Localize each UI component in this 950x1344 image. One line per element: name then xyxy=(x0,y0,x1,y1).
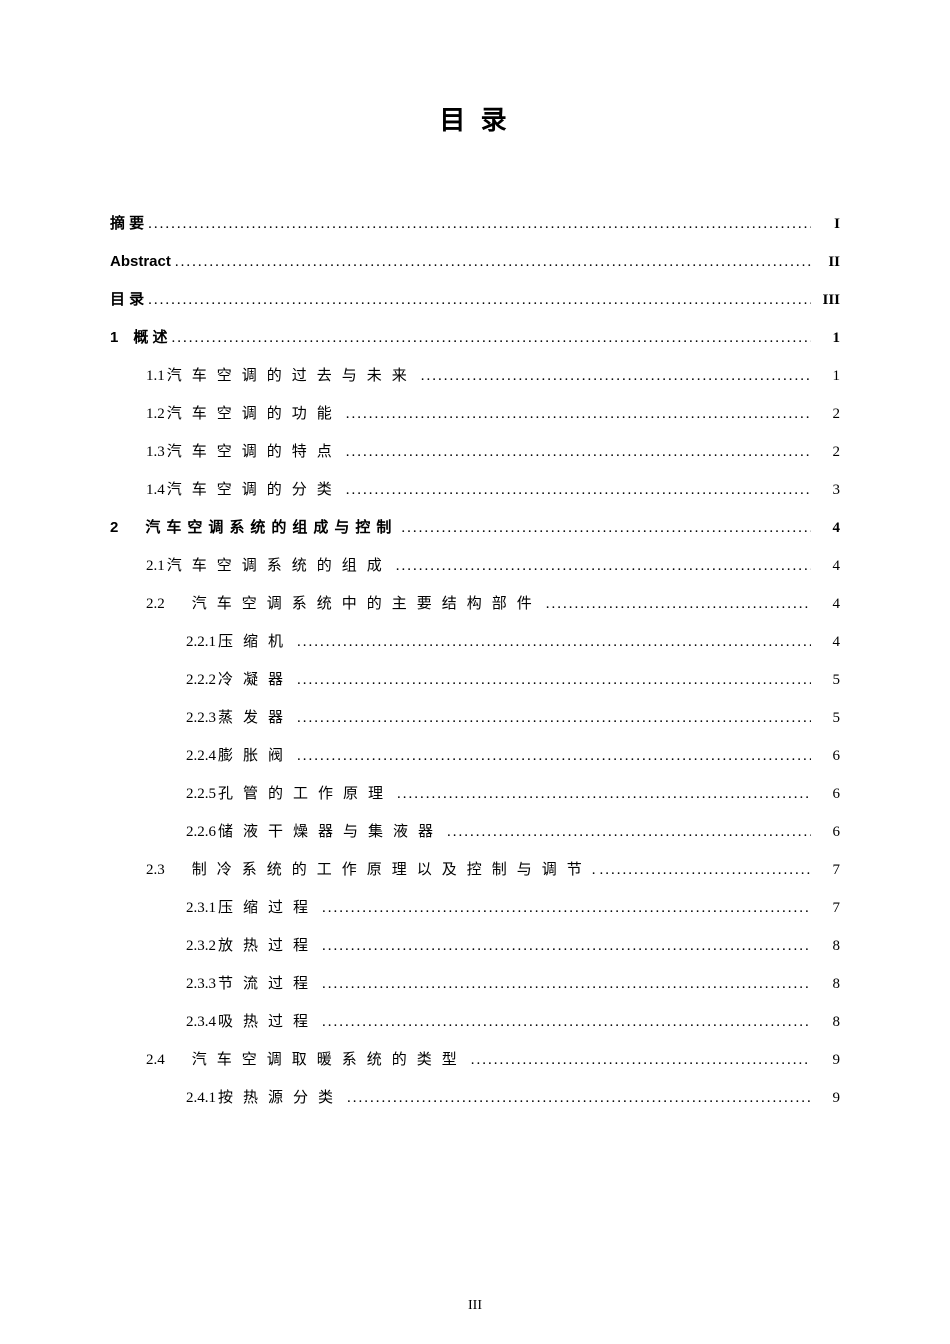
toc-leader xyxy=(297,668,811,692)
toc-label: 2.3.2放热过程 xyxy=(186,934,318,958)
toc-label: 2.2.5孔管的工作原理 xyxy=(186,782,393,806)
toc-page: 9 xyxy=(815,1086,840,1110)
toc-entry: 摘 要I xyxy=(110,212,840,236)
toc-page: 4 xyxy=(815,592,840,616)
toc-entry: 1 概 述 1 xyxy=(110,326,840,350)
toc-entry: 2.1汽车空调系统的组成 4 xyxy=(110,554,840,578)
toc-leader xyxy=(346,440,811,464)
toc-label: 2.2.1压缩机 xyxy=(186,630,293,654)
toc-page: 1 xyxy=(815,326,840,350)
toc-page: II xyxy=(815,250,840,274)
toc-entry: 2.3 制冷系统的工作原理以及控制与调节. 7 xyxy=(110,858,840,882)
toc-entry: 2.3.1压缩过程 7 xyxy=(110,896,840,920)
toc-page: 9 xyxy=(815,1048,840,1072)
toc-label: 2.2.2冷凝器 xyxy=(186,668,293,692)
toc-page: 6 xyxy=(815,744,840,768)
toc-leader xyxy=(322,934,811,958)
toc-label: 2.3.3节流过程 xyxy=(186,972,318,996)
toc-label: 2.4.1按热源分类 xyxy=(186,1086,343,1110)
toc-label: 1 概 述 xyxy=(110,326,168,350)
toc-leader xyxy=(297,706,811,730)
toc-label: 2.2 汽车空调系统中的主要结构部件 xyxy=(146,592,542,616)
toc-page: 8 xyxy=(815,1010,840,1034)
toc-page: 4 xyxy=(815,516,840,540)
toc-label: 摘 要 xyxy=(110,212,144,236)
toc-leader xyxy=(175,250,811,274)
toc-page: 2 xyxy=(815,440,840,464)
toc-label: 2.2.3蒸发器 xyxy=(186,706,293,730)
toc-leader xyxy=(546,592,811,616)
toc-label: 1.3汽车空调的特点 xyxy=(146,440,342,464)
toc-page: 6 xyxy=(815,782,840,806)
toc-leader xyxy=(346,478,811,502)
toc-page: III xyxy=(815,288,840,312)
toc-leader xyxy=(322,972,811,996)
toc-entry: 2.2.3蒸发器 5 xyxy=(110,706,840,730)
toc-leader xyxy=(347,1086,811,1110)
toc-entry: 2.3.2放热过程 8 xyxy=(110,934,840,958)
toc-leader xyxy=(447,820,811,844)
toc-entry: 2.3.3节流过程 8 xyxy=(110,972,840,996)
toc-entry: 2.2.4膨胀阀 6 xyxy=(110,744,840,768)
toc-label: 2.3.4吸热过程 xyxy=(186,1010,318,1034)
toc-label: 2.2.4膨胀阀 xyxy=(186,744,293,768)
toc-entry: 2.2.1压缩机 4 xyxy=(110,630,840,654)
toc-label: 1.2汽车空调的功能 xyxy=(146,402,342,426)
toc-label: 1.4汽车空调的分类 xyxy=(146,478,342,502)
toc-entry: 2 汽车空调系统的组成与控制 4 xyxy=(110,516,840,540)
toc-leader xyxy=(148,288,811,312)
toc-page: 7 xyxy=(815,896,840,920)
toc-label: 1.1汽车空调的过去与未来 xyxy=(146,364,417,388)
toc-label: Abstract xyxy=(110,250,171,274)
toc-entry: 1.2汽车空调的功能 2 xyxy=(110,402,840,426)
toc-page: 5 xyxy=(815,706,840,730)
toc-page: 2 xyxy=(815,402,840,426)
toc-entry: 2.2.6储液干燥器与集液器 6 xyxy=(110,820,840,844)
toc-entry: 1.1汽车空调的过去与未来 1 xyxy=(110,364,840,388)
toc-entry: 1.4汽车空调的分类 3 xyxy=(110,478,840,502)
toc-page: 3 xyxy=(815,478,840,502)
toc-label: 2 汽车空调系统的组成与控制 xyxy=(110,516,397,540)
toc-entry: 2.2.2冷凝器 5 xyxy=(110,668,840,692)
toc-entry: 目 录 III xyxy=(110,288,840,312)
toc-leader xyxy=(297,630,811,654)
toc-entry: 2.4 汽车空调取暖系统的类型 9 xyxy=(110,1048,840,1072)
toc-entry: 2.2 汽车空调系统中的主要结构部件 4 xyxy=(110,592,840,616)
toc-label: 2.3.1压缩过程 xyxy=(186,896,318,920)
toc-page: 4 xyxy=(815,630,840,654)
toc-leader xyxy=(397,782,811,806)
toc-page: I xyxy=(815,212,840,236)
toc-page: 4 xyxy=(815,554,840,578)
toc-label: 2.2.6储液干燥器与集液器 xyxy=(186,820,443,844)
toc-label: 2.1汽车空调系统的组成 xyxy=(146,554,392,578)
toc-leader xyxy=(421,364,811,388)
toc-leader xyxy=(401,516,811,540)
toc-label: 目 录 xyxy=(110,288,144,312)
page-number: III xyxy=(0,1298,950,1314)
toc-entry: 2.4.1按热源分类 9 xyxy=(110,1086,840,1110)
toc-label: 2.3 制冷系统的工作原理以及控制与调节. xyxy=(146,858,596,882)
toc-page: 7 xyxy=(815,858,840,882)
toc-page: 6 xyxy=(815,820,840,844)
toc-leader xyxy=(172,326,811,350)
toc-entry: Abstract II xyxy=(110,250,840,274)
toc-entry: 2.2.5孔管的工作原理 6 xyxy=(110,782,840,806)
toc-leader xyxy=(322,896,811,920)
toc-leader xyxy=(396,554,811,578)
toc-entry: 1.3汽车空调的特点 2 xyxy=(110,440,840,464)
toc-leader xyxy=(322,1010,811,1034)
toc-page: 1 xyxy=(815,364,840,388)
toc-leader xyxy=(148,212,811,236)
toc-leader xyxy=(346,402,811,426)
toc-title: 目 录 xyxy=(110,100,840,137)
toc-entry: 2.3.4吸热过程 8 xyxy=(110,1010,840,1034)
toc-page: 5 xyxy=(815,668,840,692)
toc-page: 8 xyxy=(815,972,840,996)
toc-leader xyxy=(297,744,811,768)
toc-page: 8 xyxy=(815,934,840,958)
toc-label: 2.4 汽车空调取暖系统的类型 xyxy=(146,1048,467,1072)
toc-leader xyxy=(600,858,811,882)
toc-list: 摘 要IAbstractII目 录III1 概 述11.1汽车空调的过去与未来1… xyxy=(110,212,840,1110)
toc-leader xyxy=(471,1048,811,1072)
